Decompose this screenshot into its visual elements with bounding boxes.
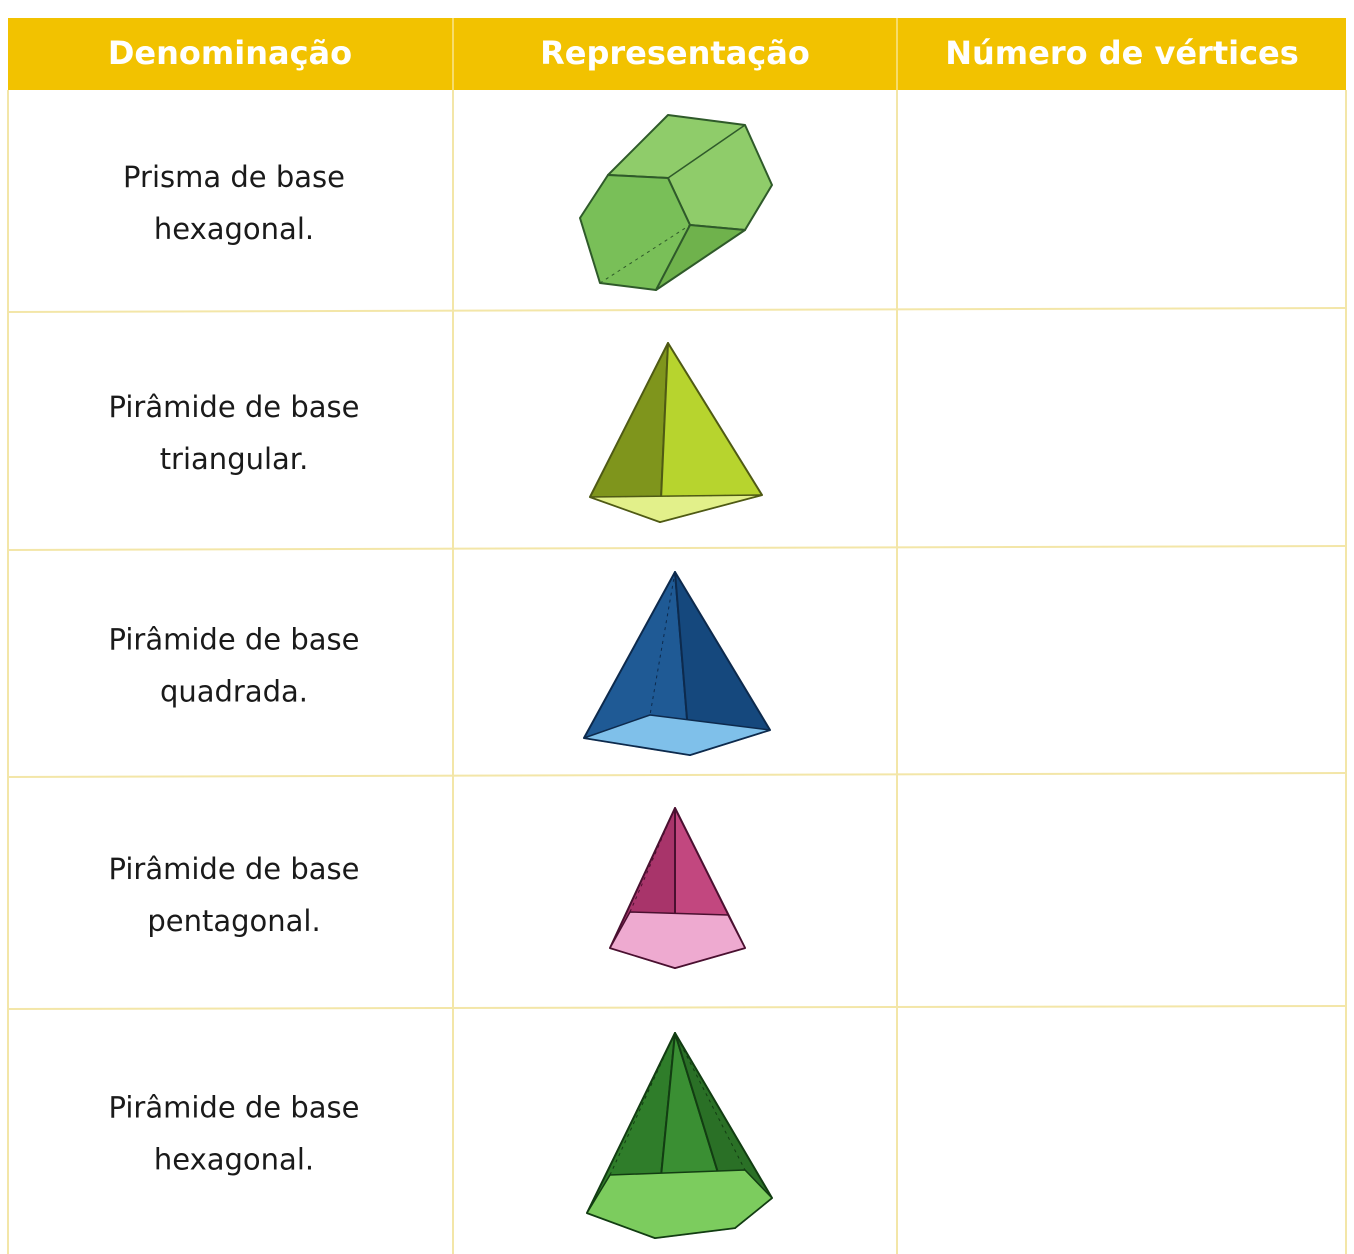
- triangular-pyramid: [589, 342, 763, 523]
- cell-text: Prisma de base: [123, 160, 345, 194]
- grid-line: [7, 772, 1347, 778]
- cell-text: Pirâmide de base: [109, 1091, 360, 1125]
- cell-text: hexagonal.: [154, 1143, 314, 1177]
- hexagonal-prism: [579, 114, 773, 291]
- grid-line: [7, 545, 1347, 551]
- header-band: [8, 18, 1346, 90]
- grid: [7, 90, 1347, 1254]
- header-cell: Representação: [540, 34, 810, 72]
- header-cell: Número de vértices: [945, 34, 1299, 72]
- cell-text: hexagonal.: [154, 212, 314, 246]
- cell-text: Pirâmide de base: [109, 852, 360, 886]
- square-pyramid: [583, 571, 771, 756]
- grid-line: [7, 307, 1347, 313]
- hexagonal-pyramid: [586, 1032, 773, 1239]
- cell-text: Pirâmide de base: [109, 623, 360, 657]
- header-cell: Denominação: [108, 34, 352, 72]
- cell-text: pentagonal.: [147, 904, 320, 938]
- cell-text: triangular.: [160, 442, 309, 476]
- texts: Denominação Representação Número de vértic…: [108, 34, 1299, 1177]
- pentagonal-pyramid: [609, 807, 746, 969]
- cell-text: Pirâmide de base: [109, 390, 360, 424]
- grid-line: [7, 1005, 1347, 1010]
- cell-text: quadrada.: [160, 675, 308, 709]
